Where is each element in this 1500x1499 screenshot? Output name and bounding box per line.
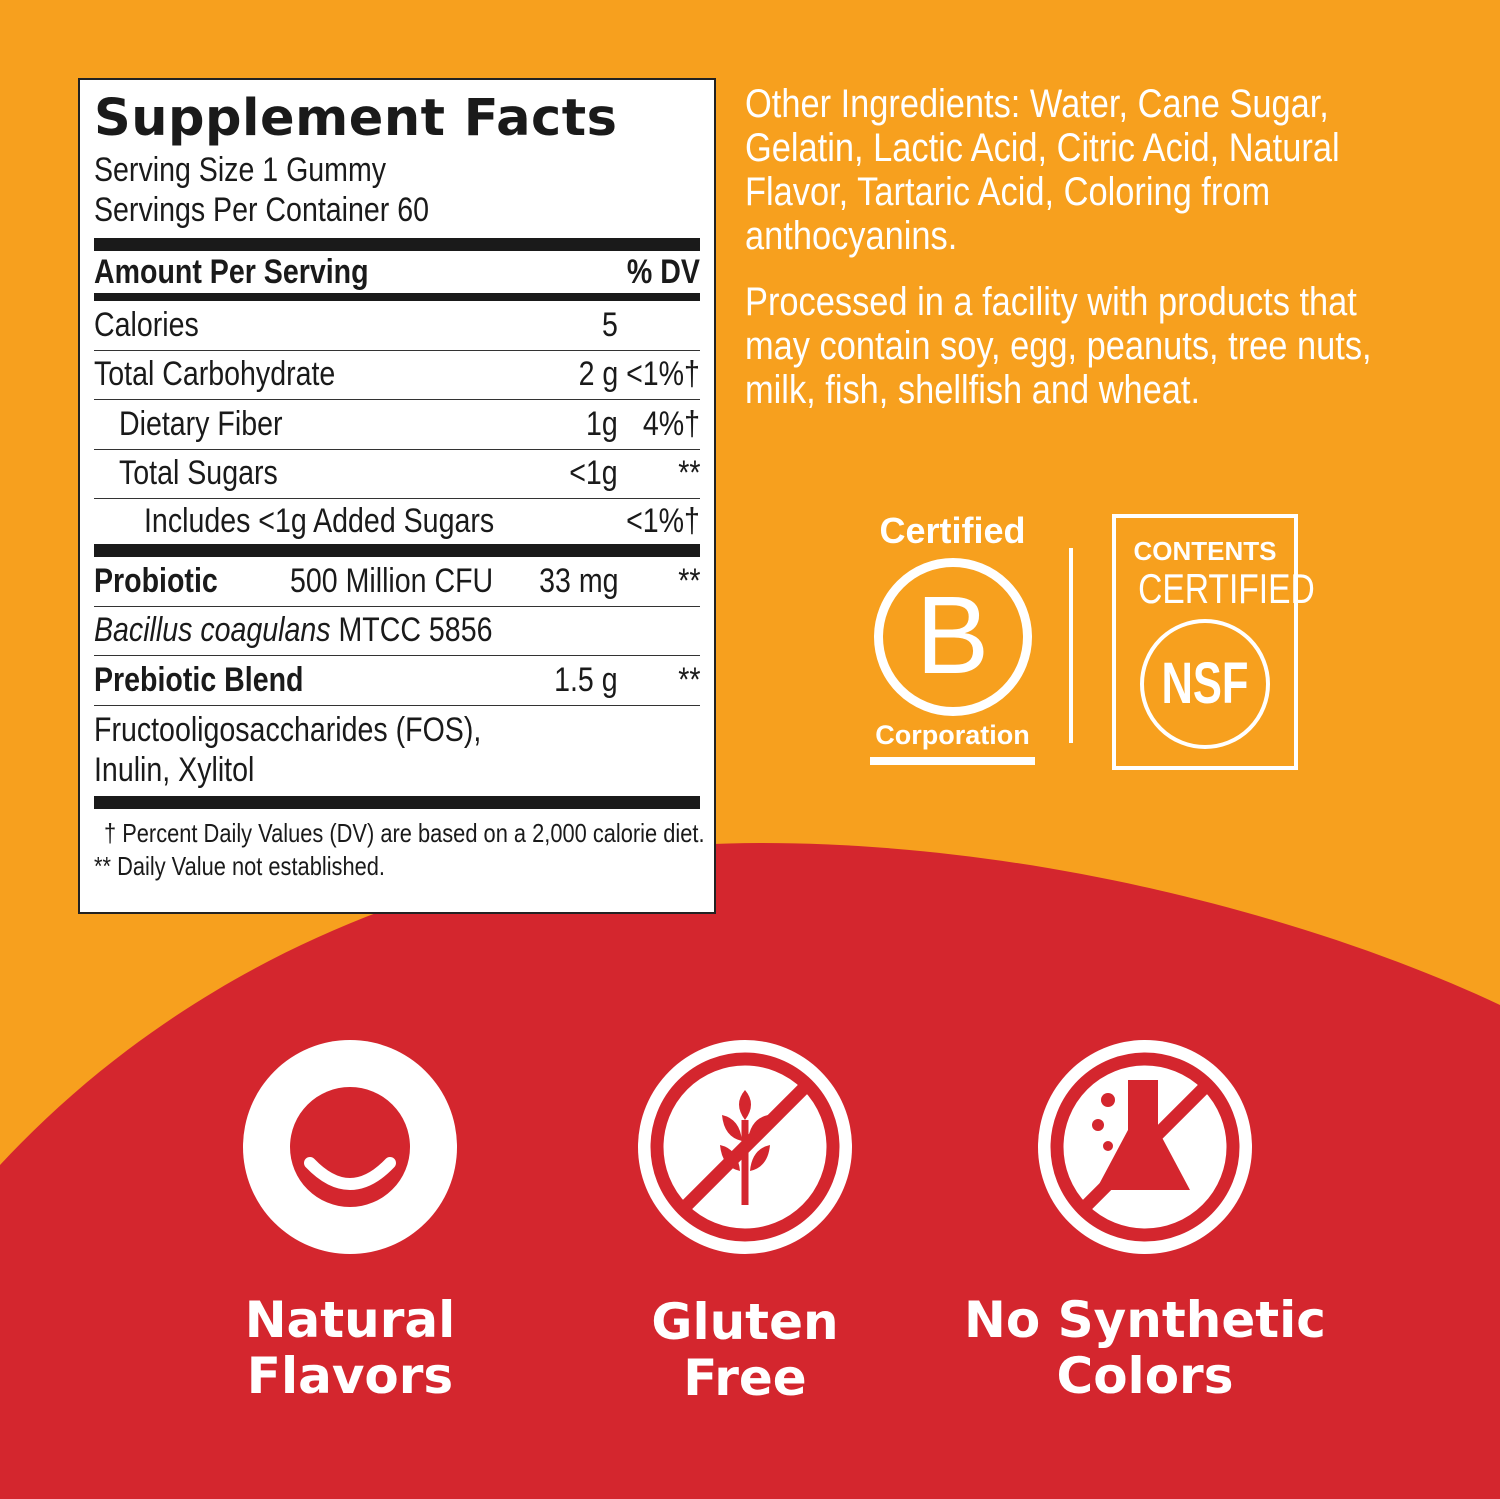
nutrient-row: Dietary Fiber 1g 4%†: [94, 400, 700, 450]
amount-header: Amount Per Serving: [94, 252, 369, 291]
nutrient-row: Calories 5: [94, 301, 700, 351]
prebiotic-row: Prebiotic Blend 1.5 g **: [94, 656, 700, 706]
nutrient-row: Includes <1g Added Sugars <1%†: [94, 499, 700, 557]
nutrient-row: Total Sugars <1g **: [94, 450, 700, 499]
feature-no-synthetic-colors: No Synthetic Colors: [964, 1291, 1326, 1405]
smile-icon: [243, 1040, 457, 1254]
serving-size: Serving Size 1 Gummy: [94, 151, 387, 189]
feature-gluten-free: Gluten Free: [651, 1293, 839, 1407]
b-corp-logo: Certified B Corporation: [870, 510, 1035, 765]
feature-icons: [243, 1040, 1252, 1254]
footnotes: † Percent Daily Values (DV) are based on…: [94, 817, 705, 881]
logo-divider: [1069, 548, 1073, 743]
other-ingredients: Other Ingredients: Water, Cane Sugar, Ge…: [745, 82, 1340, 258]
nsf-certified-logo: CONTENTS CERTIFIED NSF: [1112, 514, 1315, 770]
servings-per-container: Servings Per Container 60: [94, 191, 429, 229]
allergen-statement: Processed in a facility with products th…: [745, 280, 1372, 412]
probiotic-strain: Bacillus coagulans MTCC 5856: [94, 607, 700, 656]
feature-natural-flavors: Natural Flavors: [244, 1291, 456, 1405]
dv-header: % DV: [626, 252, 700, 291]
prebiotic-ingredients: Fructooligosaccharides (FOS), Inulin, Xy…: [94, 706, 700, 809]
divider: [94, 238, 700, 251]
probiotic-row: Probiotic 500 Million CFU 33 mg **: [94, 557, 700, 607]
facts-title: Supplement Facts: [94, 89, 618, 148]
no-flask-icon: [1038, 1040, 1252, 1254]
no-wheat-icon: [638, 1040, 852, 1254]
supplement-facts-panel: Supplement Facts Serving Size 1 Gummy Se…: [78, 78, 716, 914]
nutrient-row: Total Carbohydrate 2 g <1%†: [94, 351, 700, 400]
